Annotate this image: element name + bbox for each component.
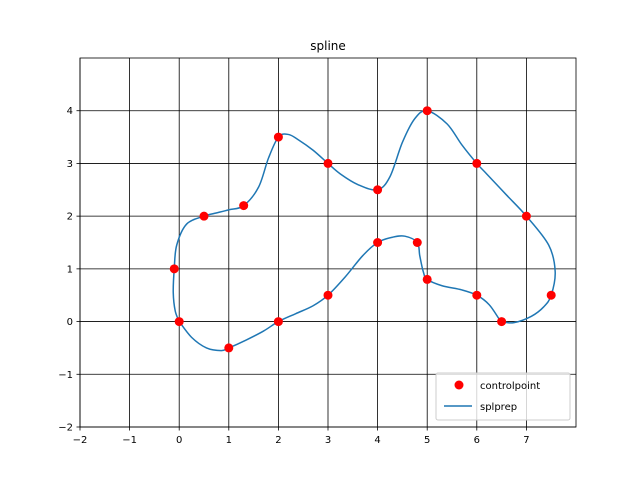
- y-tick-label: 4: [67, 106, 73, 117]
- x-tick-label: 6: [474, 435, 480, 446]
- legend-label-controlpoint: controlpoint: [480, 381, 540, 392]
- data-point: [273, 317, 283, 327]
- y-tick-label: 3: [67, 159, 73, 170]
- data-point: [422, 106, 432, 116]
- data-point: [472, 158, 482, 168]
- y-tick-label: 0: [67, 317, 73, 328]
- legend-marker-controlpoint: [454, 380, 464, 390]
- y-tick-label: −2: [58, 423, 73, 434]
- y-tick-label: −1: [58, 370, 73, 381]
- data-point: [546, 290, 556, 300]
- series-points: [169, 106, 556, 353]
- data-point: [323, 158, 333, 168]
- x-tick-label: 5: [424, 435, 430, 446]
- legend: controlpoint splprep: [435, 372, 571, 421]
- data-point: [373, 185, 383, 195]
- data-point: [169, 264, 179, 274]
- data-point: [472, 290, 482, 300]
- y-tick-label: 1: [67, 264, 73, 275]
- legend-label-splprep: splprep: [480, 402, 517, 413]
- data-point: [174, 317, 184, 327]
- data-point: [199, 211, 209, 221]
- x-tick-label: 7: [523, 435, 529, 446]
- y-tick-label: 2: [67, 212, 73, 223]
- x-tick-label: −2: [73, 435, 88, 446]
- data-point: [373, 238, 383, 247]
- axis-ticks: −2 −1 0 1 2 3 4 5 6 7 −2 −1 0 1 2 3 4: [58, 106, 529, 446]
- x-tick-label: 2: [275, 435, 281, 446]
- data-point: [224, 343, 234, 353]
- x-tick-label: 4: [374, 435, 380, 446]
- x-tick-label: 1: [226, 435, 232, 446]
- data-point: [323, 290, 333, 300]
- legend-box: [435, 372, 571, 421]
- data-point: [422, 274, 432, 284]
- data-point: [273, 132, 283, 142]
- chart-title: spline: [310, 39, 346, 53]
- x-tick-label: −1: [122, 435, 137, 446]
- data-point: [497, 317, 507, 327]
- data-point: [521, 211, 531, 221]
- data-point: [412, 238, 422, 247]
- x-tick-label: 3: [325, 435, 331, 446]
- data-point: [239, 201, 249, 211]
- x-tick-label: 0: [176, 435, 182, 446]
